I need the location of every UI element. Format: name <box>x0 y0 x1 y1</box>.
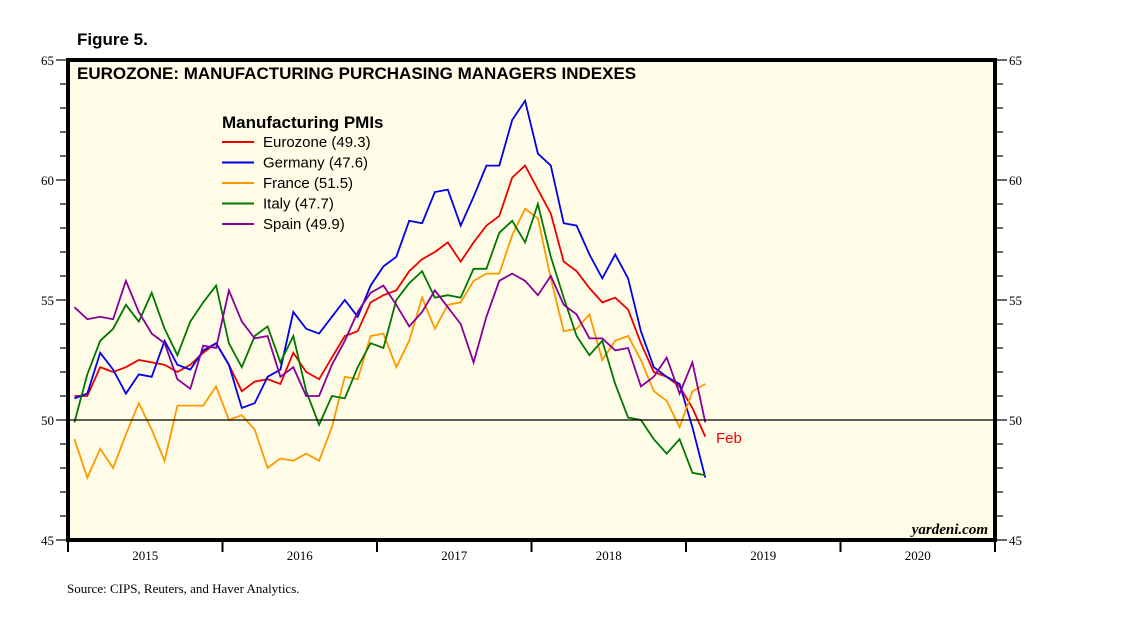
series-line-germany <box>74 98 707 478</box>
y-tick-label-right: 55 <box>1009 293 1022 308</box>
series-line-italy <box>73 200 706 477</box>
series-line-eurozone <box>74 164 707 438</box>
y-tick-label-left: 50 <box>41 413 54 428</box>
y-tick-label-left: 55 <box>41 293 54 308</box>
legend-label-eurozone: Eurozone (49.3) <box>263 134 371 151</box>
y-tick-label-right: 65 <box>1009 53 1022 68</box>
y-tick-label-right: 45 <box>1009 533 1022 548</box>
legend-title: Manufacturing PMIs <box>222 113 384 132</box>
x-tick-label: 2020 <box>905 548 931 563</box>
legend-label-italy: Italy (47.7) <box>263 196 334 213</box>
y-tick-label-right: 60 <box>1009 173 1022 188</box>
y-tick-label-left: 45 <box>41 533 54 548</box>
watermark: yardeni.com <box>910 522 988 538</box>
legend: Manufacturing PMIs Eurozone (49.3) German… <box>222 113 384 233</box>
y-axis-left: 45 50 55 60 65 <box>41 53 68 548</box>
legend-label-france: France (51.5) <box>263 175 353 192</box>
x-tick-label: 2018 <box>596 548 622 563</box>
chart-title: EUROZONE: MANUFACTURING PURCHASING MANAG… <box>77 64 636 83</box>
x-axis: 2015 2016 2017 2018 2019 2020 <box>67 540 996 563</box>
series-line-spain <box>73 272 707 423</box>
y-tick-label-left: 60 <box>41 173 54 188</box>
y-tick-label-right: 50 <box>1009 413 1022 428</box>
x-tick-label: 2019 <box>750 548 776 563</box>
plot-background <box>68 60 995 540</box>
legend-label-spain: Spain (49.9) <box>263 216 345 233</box>
x-tick-label: 2016 <box>287 548 314 563</box>
series-layer <box>73 98 707 481</box>
figure-label: Figure 5. <box>77 30 148 49</box>
source-note: Source: CIPS, Reuters, and Haver Analyti… <box>67 581 300 596</box>
legend-label-germany: Germany (47.6) <box>263 155 368 172</box>
x-tick-label: 2017 <box>441 548 468 563</box>
x-tick-label: 2015 <box>132 548 158 563</box>
y-axis-right: 45 50 55 60 65 <box>995 53 1022 548</box>
series-line-france <box>73 207 706 481</box>
y-tick-label-left: 65 <box>41 53 54 68</box>
latest-month-annotation: Feb <box>716 430 742 447</box>
